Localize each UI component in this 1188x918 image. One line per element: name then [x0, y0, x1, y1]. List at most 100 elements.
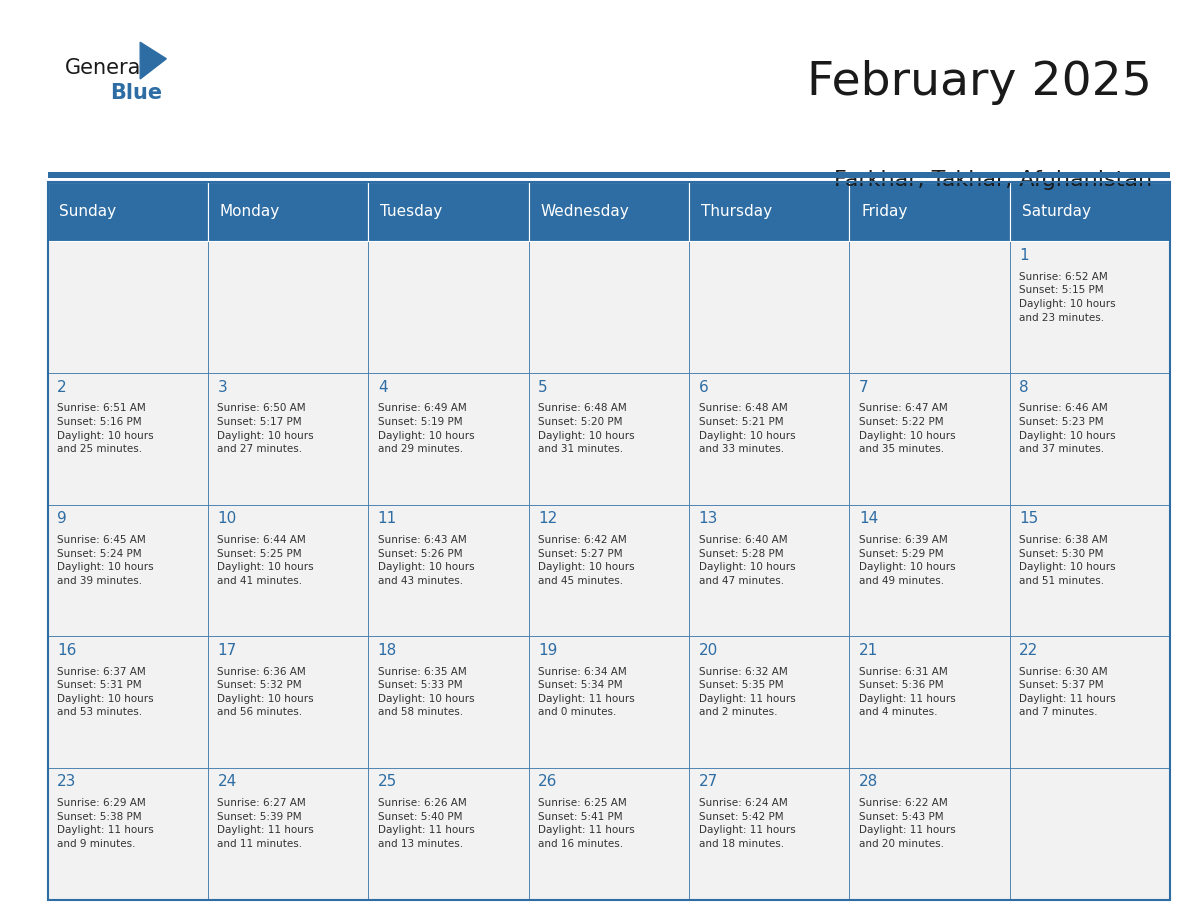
- Bar: [208, 636, 368, 768]
- Text: Sunrise: 6:42 AM
Sunset: 5:27 PM
Daylight: 10 hours
and 45 minutes.: Sunrise: 6:42 AM Sunset: 5:27 PM Dayligh…: [538, 535, 634, 586]
- Text: 25: 25: [378, 775, 397, 789]
- Text: 21: 21: [859, 643, 878, 658]
- Bar: [689, 636, 849, 768]
- Text: 5: 5: [538, 379, 548, 395]
- Bar: [368, 768, 529, 900]
- Text: Sunrise: 6:39 AM
Sunset: 5:29 PM
Daylight: 10 hours
and 49 minutes.: Sunrise: 6:39 AM Sunset: 5:29 PM Dayligh…: [859, 535, 955, 586]
- Bar: [529, 505, 689, 636]
- Text: 12: 12: [538, 511, 557, 526]
- Bar: [1010, 241, 1170, 373]
- Text: Sunrise: 6:26 AM
Sunset: 5:40 PM
Daylight: 11 hours
and 13 minutes.: Sunrise: 6:26 AM Sunset: 5:40 PM Dayligh…: [378, 799, 474, 849]
- Text: Sunrise: 6:43 AM
Sunset: 5:26 PM
Daylight: 10 hours
and 43 minutes.: Sunrise: 6:43 AM Sunset: 5:26 PM Dayligh…: [378, 535, 474, 586]
- Text: Sunrise: 6:36 AM
Sunset: 5:32 PM
Daylight: 10 hours
and 56 minutes.: Sunrise: 6:36 AM Sunset: 5:32 PM Dayligh…: [217, 666, 314, 718]
- Bar: [849, 182, 1010, 241]
- Text: Sunrise: 6:40 AM
Sunset: 5:28 PM
Daylight: 10 hours
and 47 minutes.: Sunrise: 6:40 AM Sunset: 5:28 PM Dayligh…: [699, 535, 795, 586]
- Text: 16: 16: [57, 643, 76, 658]
- Bar: [208, 241, 368, 373]
- Bar: [849, 373, 1010, 505]
- Text: 15: 15: [1019, 511, 1038, 526]
- Text: 1: 1: [1019, 248, 1029, 263]
- Text: 19: 19: [538, 643, 557, 658]
- Text: 27: 27: [699, 775, 718, 789]
- Text: Sunrise: 6:38 AM
Sunset: 5:30 PM
Daylight: 10 hours
and 51 minutes.: Sunrise: 6:38 AM Sunset: 5:30 PM Dayligh…: [1019, 535, 1116, 586]
- Text: Saturday: Saturday: [1022, 204, 1091, 219]
- Bar: [849, 505, 1010, 636]
- Bar: [48, 505, 208, 636]
- Text: Sunrise: 6:22 AM
Sunset: 5:43 PM
Daylight: 11 hours
and 20 minutes.: Sunrise: 6:22 AM Sunset: 5:43 PM Dayligh…: [859, 799, 955, 849]
- Bar: [48, 182, 208, 241]
- Text: Sunrise: 6:25 AM
Sunset: 5:41 PM
Daylight: 11 hours
and 16 minutes.: Sunrise: 6:25 AM Sunset: 5:41 PM Dayligh…: [538, 799, 634, 849]
- Text: Sunday: Sunday: [59, 204, 116, 219]
- Bar: [368, 636, 529, 768]
- Bar: [849, 636, 1010, 768]
- Text: 4: 4: [378, 379, 387, 395]
- Bar: [48, 241, 208, 373]
- Text: Sunrise: 6:27 AM
Sunset: 5:39 PM
Daylight: 11 hours
and 11 minutes.: Sunrise: 6:27 AM Sunset: 5:39 PM Dayligh…: [217, 799, 314, 849]
- Bar: [48, 768, 208, 900]
- Text: Sunrise: 6:31 AM
Sunset: 5:36 PM
Daylight: 11 hours
and 4 minutes.: Sunrise: 6:31 AM Sunset: 5:36 PM Dayligh…: [859, 666, 955, 718]
- Text: Sunrise: 6:37 AM
Sunset: 5:31 PM
Daylight: 10 hours
and 53 minutes.: Sunrise: 6:37 AM Sunset: 5:31 PM Dayligh…: [57, 666, 153, 718]
- Text: Sunrise: 6:46 AM
Sunset: 5:23 PM
Daylight: 10 hours
and 37 minutes.: Sunrise: 6:46 AM Sunset: 5:23 PM Dayligh…: [1019, 403, 1116, 454]
- Bar: [1010, 182, 1170, 241]
- Text: Sunrise: 6:29 AM
Sunset: 5:38 PM
Daylight: 11 hours
and 9 minutes.: Sunrise: 6:29 AM Sunset: 5:38 PM Dayligh…: [57, 799, 153, 849]
- Bar: [208, 373, 368, 505]
- Text: Monday: Monday: [220, 204, 280, 219]
- Text: 11: 11: [378, 511, 397, 526]
- Bar: [689, 505, 849, 636]
- Bar: [529, 373, 689, 505]
- Text: Sunrise: 6:32 AM
Sunset: 5:35 PM
Daylight: 11 hours
and 2 minutes.: Sunrise: 6:32 AM Sunset: 5:35 PM Dayligh…: [699, 666, 795, 718]
- Text: 26: 26: [538, 775, 557, 789]
- Text: 3: 3: [217, 379, 227, 395]
- Bar: [529, 241, 689, 373]
- Bar: [689, 241, 849, 373]
- Text: 17: 17: [217, 643, 236, 658]
- Text: 20: 20: [699, 643, 718, 658]
- Bar: [48, 172, 1170, 178]
- Text: Sunrise: 6:30 AM
Sunset: 5:37 PM
Daylight: 11 hours
and 7 minutes.: Sunrise: 6:30 AM Sunset: 5:37 PM Dayligh…: [1019, 666, 1116, 718]
- Text: Sunrise: 6:52 AM
Sunset: 5:15 PM
Daylight: 10 hours
and 23 minutes.: Sunrise: 6:52 AM Sunset: 5:15 PM Dayligh…: [1019, 272, 1116, 322]
- Text: Sunrise: 6:51 AM
Sunset: 5:16 PM
Daylight: 10 hours
and 25 minutes.: Sunrise: 6:51 AM Sunset: 5:16 PM Dayligh…: [57, 403, 153, 454]
- Bar: [368, 505, 529, 636]
- Bar: [529, 182, 689, 241]
- Text: Sunrise: 6:49 AM
Sunset: 5:19 PM
Daylight: 10 hours
and 29 minutes.: Sunrise: 6:49 AM Sunset: 5:19 PM Dayligh…: [378, 403, 474, 454]
- Text: Farkhar, Takhar, Afghanistan: Farkhar, Takhar, Afghanistan: [834, 170, 1152, 190]
- Text: Sunrise: 6:24 AM
Sunset: 5:42 PM
Daylight: 11 hours
and 18 minutes.: Sunrise: 6:24 AM Sunset: 5:42 PM Dayligh…: [699, 799, 795, 849]
- Text: 6: 6: [699, 379, 708, 395]
- Text: 22: 22: [1019, 643, 1038, 658]
- Bar: [1010, 373, 1170, 505]
- Text: 18: 18: [378, 643, 397, 658]
- Bar: [368, 373, 529, 505]
- Text: 8: 8: [1019, 379, 1029, 395]
- Text: Sunrise: 6:35 AM
Sunset: 5:33 PM
Daylight: 10 hours
and 58 minutes.: Sunrise: 6:35 AM Sunset: 5:33 PM Dayligh…: [378, 666, 474, 718]
- Text: 28: 28: [859, 775, 878, 789]
- Bar: [1010, 505, 1170, 636]
- Bar: [689, 182, 849, 241]
- Bar: [529, 636, 689, 768]
- Text: Blue: Blue: [110, 83, 163, 103]
- Text: 10: 10: [217, 511, 236, 526]
- Bar: [368, 182, 529, 241]
- Text: 13: 13: [699, 511, 718, 526]
- Bar: [208, 182, 368, 241]
- Bar: [48, 636, 208, 768]
- Text: Wednesday: Wednesday: [541, 204, 630, 219]
- Text: Sunrise: 6:44 AM
Sunset: 5:25 PM
Daylight: 10 hours
and 41 minutes.: Sunrise: 6:44 AM Sunset: 5:25 PM Dayligh…: [217, 535, 314, 586]
- Text: Tuesday: Tuesday: [380, 204, 442, 219]
- Bar: [48, 373, 208, 505]
- Bar: [208, 768, 368, 900]
- Bar: [529, 768, 689, 900]
- Bar: [1010, 768, 1170, 900]
- Bar: [689, 768, 849, 900]
- Bar: [689, 373, 849, 505]
- Text: 2: 2: [57, 379, 67, 395]
- Text: Thursday: Thursday: [701, 204, 772, 219]
- Bar: [849, 768, 1010, 900]
- Text: 24: 24: [217, 775, 236, 789]
- Polygon shape: [140, 42, 166, 79]
- Text: Friday: Friday: [861, 204, 908, 219]
- Bar: [368, 241, 529, 373]
- Text: General: General: [65, 58, 147, 78]
- Text: February 2025: February 2025: [808, 60, 1152, 105]
- Text: 14: 14: [859, 511, 878, 526]
- Text: Sunrise: 6:50 AM
Sunset: 5:17 PM
Daylight: 10 hours
and 27 minutes.: Sunrise: 6:50 AM Sunset: 5:17 PM Dayligh…: [217, 403, 314, 454]
